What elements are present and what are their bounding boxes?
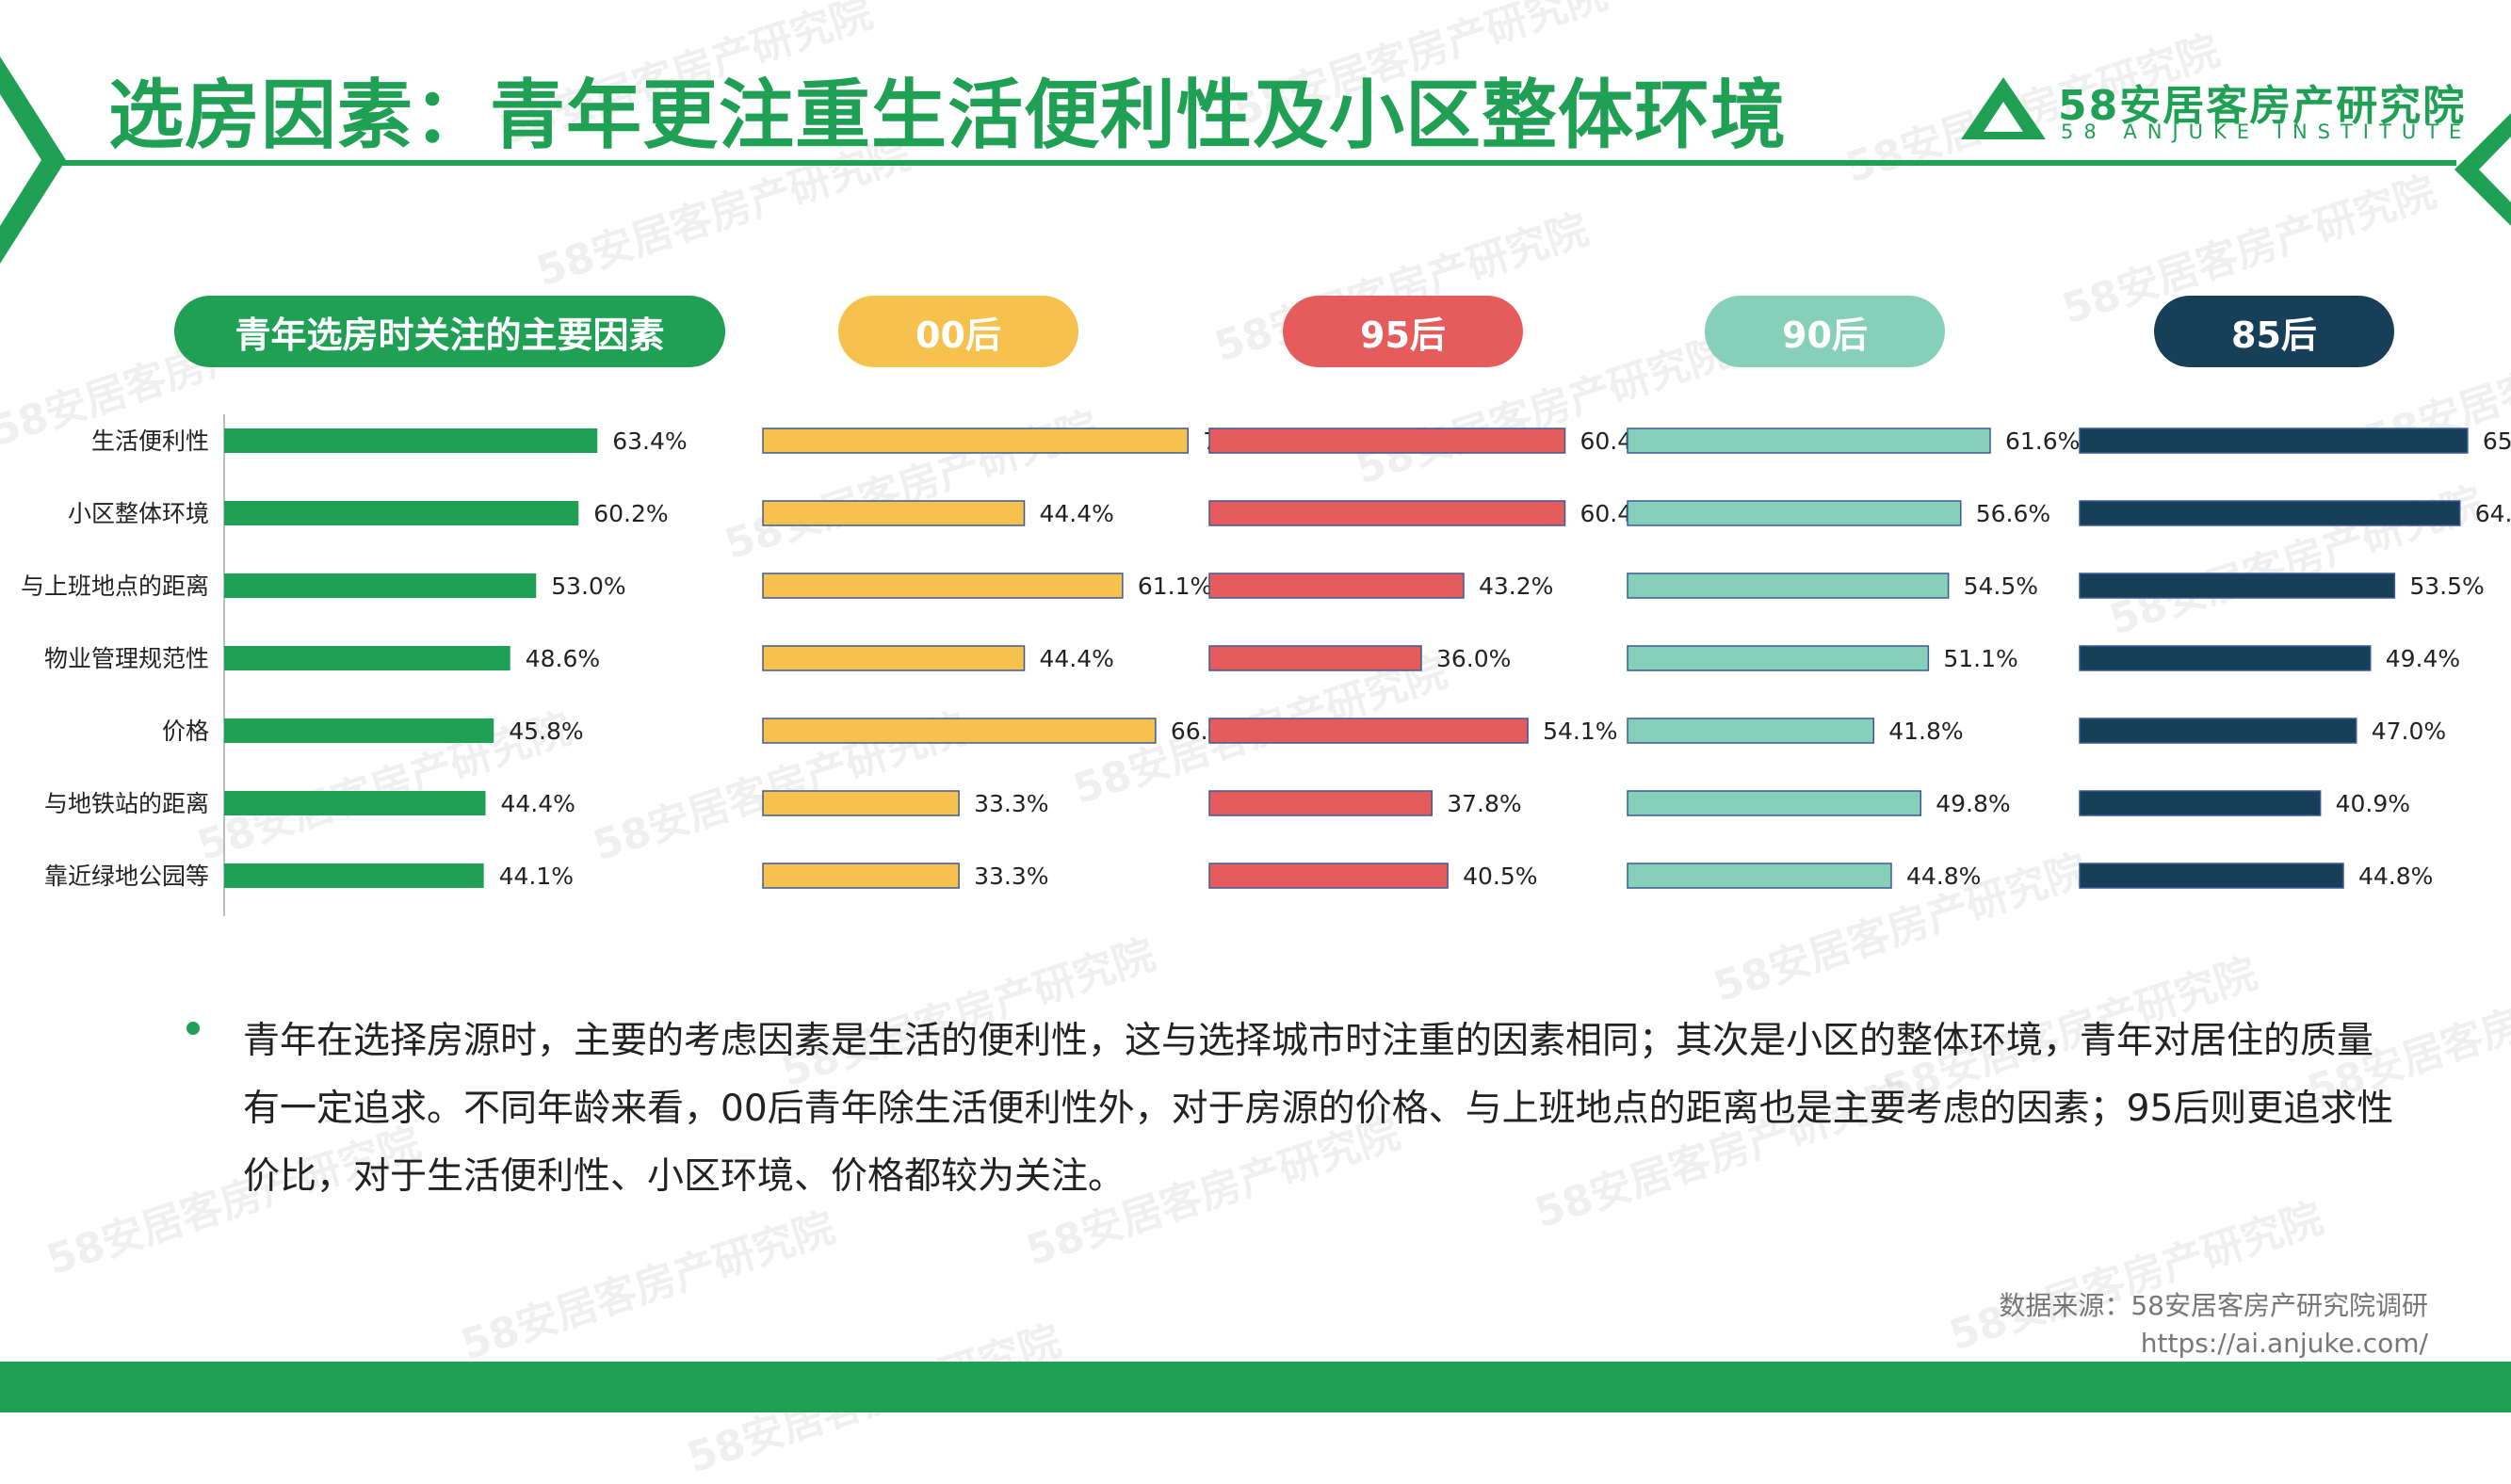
bar-value-label: 37.8% (1447, 790, 1521, 817)
header-pill-00: 00后 (838, 296, 1078, 367)
bar-value-label: 40.9% (2336, 790, 2410, 817)
header-label-90: 90后 (1782, 314, 1868, 356)
bar-mark (762, 645, 1026, 671)
category-label: 靠近绿地公园等 (44, 863, 209, 890)
logo-text-cn: 58安居客房产研究院 (2058, 82, 2467, 130)
bar-mark (1627, 718, 1874, 744)
bar-mark (1208, 427, 1566, 454)
bar-value-label: 48.6% (526, 645, 600, 672)
bar-mark (2079, 645, 2372, 671)
bar-mark (1627, 863, 1892, 889)
source-url: https://ai.anjuke.com/ (2140, 1328, 2428, 1359)
bar-value-label: 44.4% (1040, 645, 1114, 672)
bar-mark (1208, 573, 1465, 599)
bar-value-label: 49.8% (1936, 790, 2010, 817)
category-label: 与地铁站的距离 (44, 790, 209, 817)
header-pill-90: 90后 (1705, 296, 1945, 367)
bar-mark (2079, 790, 2322, 816)
bar-mark (224, 646, 510, 670)
bar-value-label: 54.1% (1543, 718, 1617, 745)
bar-mark (1208, 645, 1422, 671)
summary-text: 青年在选择房源时，主要的考虑因素是生活的便利性，这与选择城市时注重的因素相同；其… (243, 1020, 2394, 1198)
bar-value-label: 44.4% (501, 790, 575, 817)
bar-charts: 生活便利性小区整体环境与上班地点的距离物业管理规范性价格与地铁站的距离靠近绿地公… (21, 414, 2511, 916)
page-title: 选房因素：青年更注重生活便利性及小区整体环境 (108, 72, 1787, 159)
bar-mark (1208, 500, 1566, 526)
bar-mark (762, 790, 960, 816)
bar-value-label: 40.5% (1463, 863, 1537, 890)
bar-mark (762, 573, 1124, 599)
bar-value-label: 61.6% (2005, 427, 2080, 455)
bar-value-label: 41.8% (1888, 718, 1963, 745)
bar-mark (2079, 718, 2357, 744)
bar-value-label: 60.2% (593, 500, 668, 527)
bar-mark (1627, 500, 1962, 526)
bar-mark (1208, 790, 1433, 816)
bar-value-label: 44.8% (1906, 863, 1981, 890)
bar-mark (762, 500, 1026, 526)
header-label-85: 85后 (2231, 314, 2317, 356)
bar-value-label: 53.5% (2409, 573, 2484, 600)
category-label: 价格 (162, 718, 209, 745)
bar-mark (2079, 427, 2469, 454)
bar-mark (2079, 500, 2461, 526)
bar-mark (762, 427, 1189, 454)
anjuke-logo-icon (1961, 77, 2046, 139)
bar-mark (1627, 645, 1930, 671)
bar-value-label: 61.1% (1138, 573, 1212, 600)
bar-value-label: 43.2% (1479, 573, 1553, 600)
bar-value-label: 45.8% (509, 718, 583, 745)
header-label-95: 95后 (1360, 314, 1446, 356)
bar-value-label: 65.9% (2483, 427, 2511, 455)
right-arrow-decoration (2454, 113, 2511, 226)
bar-value-label: 64.6% (2475, 500, 2511, 527)
bar-mark (224, 863, 484, 888)
bar-value-label: 63.4% (612, 427, 687, 455)
watermark-text: 58安居客房产研究院 (455, 1203, 841, 1370)
header-pill-overall: 青年选房时关注的主要因素 (174, 296, 725, 367)
category-label: 与上班地点的距离 (21, 573, 209, 600)
title-divider (57, 160, 2456, 166)
bar-mark (1627, 573, 1950, 599)
bar-value-label: 53.0% (551, 573, 625, 600)
category-label: 小区整体环境 (68, 500, 209, 527)
header-pill-95: 95后 (1283, 296, 1523, 367)
logo-text-en: 58 ANJUKE INSTITUTE (2061, 121, 2472, 143)
bar-mark (1627, 790, 1921, 816)
bar-mark (2079, 573, 2396, 599)
bar-mark (224, 501, 579, 525)
bar-value-label: 47.0% (2372, 718, 2446, 745)
category-label: 生活便利性 (91, 427, 209, 455)
header-label-00: 00后 (915, 314, 1001, 356)
category-label: 物业管理规范性 (44, 645, 209, 672)
bar-mark (1627, 427, 1991, 454)
bar-value-label: 49.4% (2386, 645, 2460, 672)
bar-mark (2079, 863, 2344, 889)
bar-value-label: 44.4% (1040, 500, 1114, 527)
bar-mark (224, 428, 598, 453)
footer-bar (0, 1362, 2511, 1412)
header-label-overall: 青年选房时关注的主要因素 (235, 314, 665, 356)
bar-value-label: 36.0% (1436, 645, 1511, 672)
bar-mark (224, 718, 494, 743)
bar-mark (224, 791, 486, 815)
bar-value-label: 54.5% (1964, 573, 2038, 600)
left-arrow-decoration (0, 56, 66, 264)
bullet-dot (186, 1022, 200, 1035)
bar-value-label: 44.8% (2358, 863, 2433, 890)
bar-mark (224, 573, 537, 598)
header-pill-85: 85后 (2154, 296, 2394, 367)
data-source: 数据来源：58安居客房产研究院调研 (1999, 1290, 2428, 1321)
bar-mark (762, 718, 1157, 744)
bar-mark (762, 863, 960, 889)
bar-value-label: 51.1% (1943, 645, 2017, 672)
bar-value-label: 44.1% (499, 863, 574, 890)
bar-mark (1208, 718, 1529, 744)
bar-value-label: 33.3% (974, 863, 1048, 890)
bar-mark (1208, 863, 1449, 889)
bar-value-label: 56.6% (1976, 500, 2050, 527)
bar-value-label: 33.3% (974, 790, 1048, 817)
